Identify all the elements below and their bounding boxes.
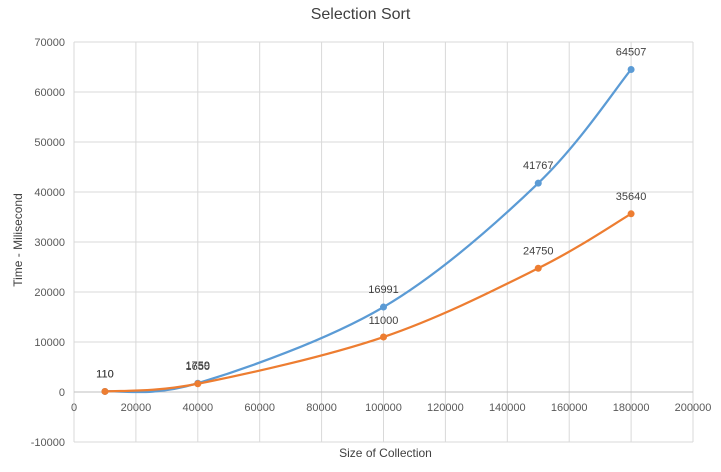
y-tick-label: 30000	[34, 237, 65, 249]
data-label: 41767	[523, 160, 554, 172]
data-label: 110	[96, 368, 114, 380]
y-tick-label: 70000	[34, 37, 65, 49]
series-line-1	[104, 68, 632, 394]
data-label: 16991	[368, 284, 399, 296]
data-label: 1759	[186, 360, 210, 372]
x-tick-label: 20000	[121, 402, 152, 414]
data-point	[380, 333, 387, 341]
x-axis-label: Size of Collection	[339, 446, 432, 460]
data-point	[534, 179, 542, 187]
data-point	[534, 264, 542, 272]
x-tick-label: 200000	[675, 402, 712, 414]
data-point	[101, 387, 109, 395]
y-tick-label: 60000	[34, 87, 65, 99]
x-tick-label: 120000	[427, 402, 464, 414]
x-tick-label: 100000	[365, 402, 402, 414]
x-tick-label: 80000	[306, 402, 337, 414]
x-tick-label: 180000	[613, 402, 650, 414]
data-point	[194, 380, 202, 388]
chart-title: Selection Sort	[310, 6, 411, 23]
y-tick-label: 0	[59, 387, 65, 399]
data-point	[627, 210, 635, 218]
data-point	[627, 65, 635, 73]
data-label: 24750	[523, 245, 554, 257]
y-tick-label: -10000	[31, 437, 65, 449]
series-line-2	[104, 212, 632, 393]
y-tick-label: 20000	[34, 287, 65, 299]
x-tick-label: 40000	[183, 402, 214, 414]
data-label: 11000	[369, 315, 399, 327]
y-tick-label: 40000	[34, 187, 65, 199]
x-tick-label: 0	[71, 402, 77, 414]
data-point	[380, 303, 387, 311]
data-label: 64507	[616, 46, 647, 58]
data-label: 110	[96, 368, 114, 380]
x-tick-label: 160000	[551, 402, 588, 414]
x-tick-label: 140000	[489, 402, 526, 414]
y-tick-label: 50000	[34, 137, 65, 149]
data-label: 35640	[616, 191, 647, 203]
data-label: 1650	[186, 361, 210, 373]
y-tick-label: 10000	[34, 337, 65, 349]
x-tick-label: 60000	[244, 402, 275, 414]
